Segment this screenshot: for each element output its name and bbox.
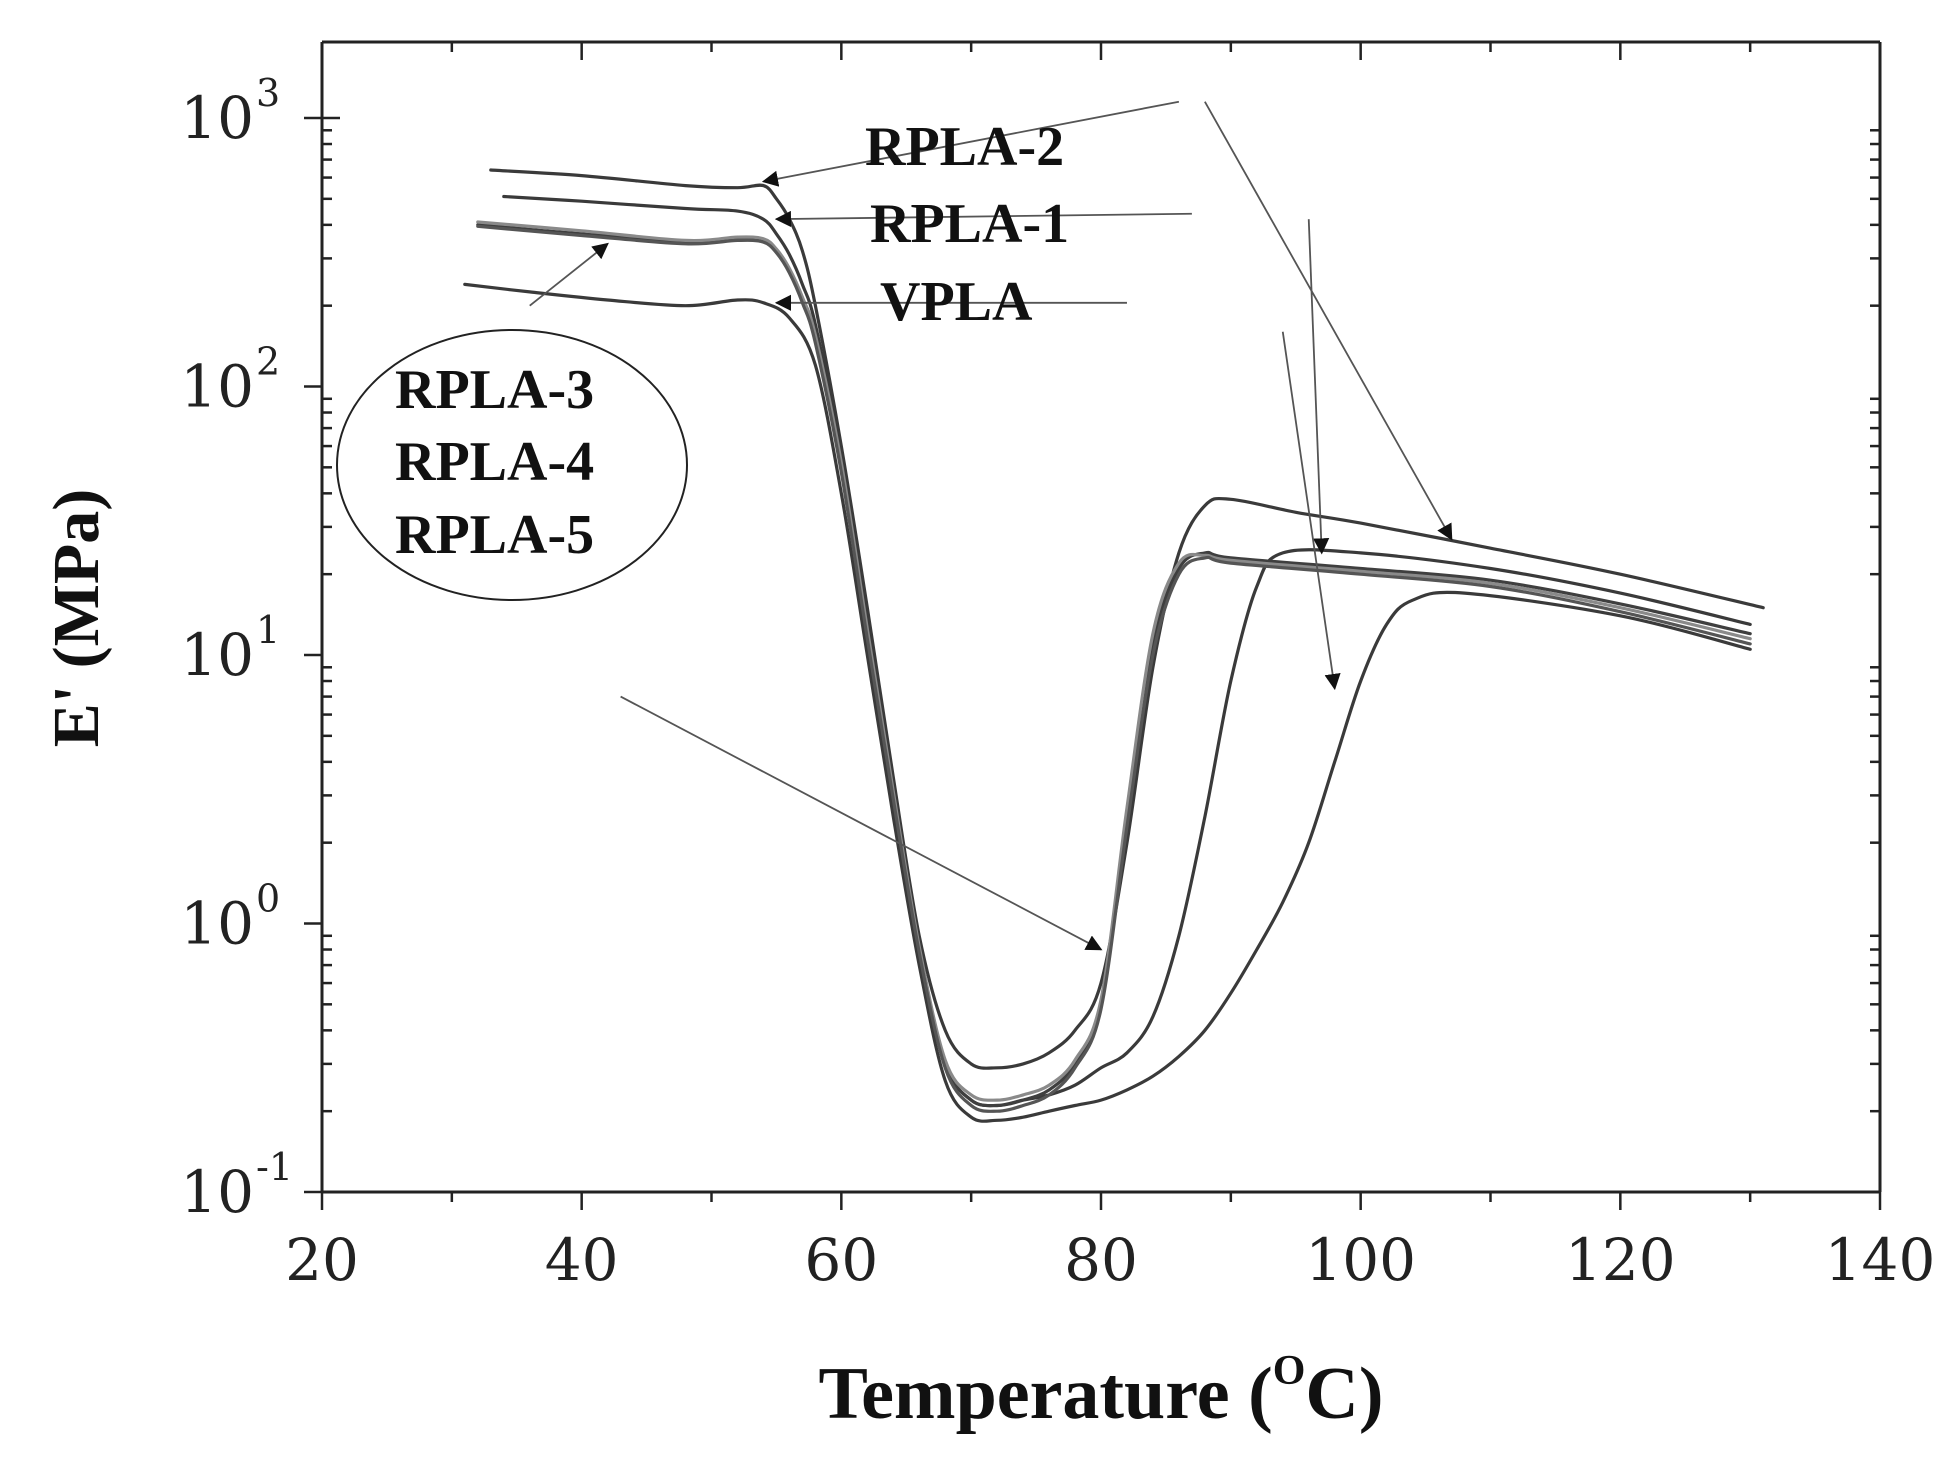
- group-ellipse: [336, 329, 688, 601]
- series-line-rpla-5: [476, 224, 1752, 1113]
- label-vpla: VPLA: [880, 271, 1033, 333]
- x-axis-title-unit: C): [1305, 1353, 1383, 1435]
- annotation-arrow: [529, 242, 609, 307]
- y-tick-exponent: 2: [256, 340, 280, 384]
- y-tick-exponent: 3: [256, 71, 280, 115]
- y-tick-exponent: 0: [256, 877, 280, 921]
- x-tick-label: 140: [1825, 1226, 1936, 1294]
- y-tick-label: 10: [180, 621, 254, 689]
- y-tick-exponent: -1: [256, 1145, 293, 1189]
- y-tick-label: 10: [180, 84, 254, 152]
- annotation-arrow: [1281, 331, 1341, 691]
- x-tick-label: 20: [285, 1226, 359, 1294]
- x-axis-title-text: Temperature (: [819, 1353, 1273, 1435]
- annotation-arrow: [774, 210, 1192, 228]
- x-axis-title: Temperature (OC): [819, 1348, 1384, 1435]
- label-rpla-5: RPLA-5: [395, 504, 594, 566]
- x-tick-label: 80: [1064, 1226, 1138, 1294]
- annotation-arrow: [1204, 101, 1453, 541]
- annotation-arrows: [529, 100, 1453, 951]
- y-axis-title: E' (MPa): [40, 489, 113, 747]
- label-rpla-1: RPLA-1: [870, 193, 1069, 255]
- annotation-arrow: [1307, 219, 1330, 555]
- label-rpla-3: RPLA-3: [395, 359, 594, 421]
- x-tick-label: 40: [545, 1226, 619, 1294]
- label-rpla-2: RPLA-2: [865, 116, 1064, 178]
- series-line-rpla-1: [502, 194, 1752, 1108]
- x-axis-title-sup: O: [1273, 1348, 1306, 1394]
- label-rpla-4: RPLA-4: [395, 431, 594, 493]
- x-tick-label: 100: [1305, 1226, 1416, 1294]
- annotation-arrow: [620, 695, 1103, 951]
- x-tick-label: 60: [804, 1226, 878, 1294]
- series-line-rpla-4: [476, 220, 1752, 1102]
- y-tick-label: 10: [180, 890, 254, 958]
- series-line-vpla: [463, 282, 1752, 1123]
- x-tick-label: 120: [1565, 1226, 1676, 1294]
- y-tick-label: 10: [180, 1158, 254, 1226]
- series-line-rpla-3: [476, 223, 1752, 1108]
- annotation-arrow: [761, 100, 1180, 187]
- ticks: [304, 42, 1882, 1210]
- series-line-rpla-2: [489, 168, 1765, 1070]
- y-tick-label: 10: [180, 353, 254, 421]
- curves: [463, 168, 1765, 1123]
- y-tick-exponent: 1: [256, 608, 280, 652]
